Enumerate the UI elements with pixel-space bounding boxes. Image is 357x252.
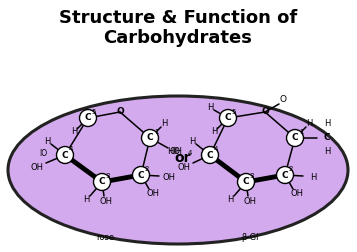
Text: IO: IO [39, 148, 47, 158]
Text: 2: 2 [289, 166, 293, 172]
Text: 5: 5 [232, 109, 236, 115]
Text: 5: 5 [92, 109, 96, 115]
Circle shape [141, 130, 159, 146]
Text: H: H [161, 119, 167, 129]
Text: C: C [225, 113, 231, 122]
Text: 3: 3 [250, 173, 254, 179]
Text: OH: OH [177, 163, 191, 172]
Text: 4: 4 [188, 150, 192, 156]
Text: 4: 4 [214, 146, 218, 152]
Circle shape [237, 173, 255, 191]
Text: OH: OH [170, 147, 182, 156]
Ellipse shape [8, 96, 348, 244]
Circle shape [94, 173, 111, 191]
Text: O: O [261, 108, 269, 116]
Text: C: C [282, 171, 288, 179]
Text: C: C [147, 134, 153, 142]
Text: H: H [227, 196, 233, 205]
Text: H: H [306, 119, 312, 129]
Text: OH: OH [243, 198, 256, 206]
Text: 4: 4 [69, 146, 73, 152]
Text: H: H [207, 104, 213, 112]
Text: OH: OH [146, 188, 160, 198]
Text: H: H [211, 128, 217, 137]
Circle shape [287, 130, 303, 146]
Text: C: C [62, 150, 68, 160]
Text: C: C [138, 171, 144, 179]
Text: C: C [85, 113, 91, 122]
Text: O: O [280, 96, 287, 105]
Text: H: H [83, 196, 89, 205]
Text: C: C [292, 134, 298, 142]
Text: C: C [243, 177, 249, 186]
Text: C: C [324, 134, 330, 142]
Circle shape [277, 167, 293, 183]
Text: OH: OH [100, 198, 112, 206]
Text: OH: OH [162, 173, 176, 181]
Circle shape [220, 110, 236, 127]
Text: rose: rose [96, 234, 114, 242]
Text: H: H [189, 137, 195, 145]
Text: 1: 1 [154, 129, 158, 135]
Text: H: H [44, 137, 50, 145]
Text: H: H [324, 119, 330, 129]
Text: 2: 2 [145, 166, 149, 172]
Text: OH: OH [30, 163, 44, 172]
Text: HO: HO [167, 146, 181, 155]
Text: Structure & Function of: Structure & Function of [59, 9, 297, 27]
Text: β-Gl: β-Gl [241, 234, 259, 242]
Text: H: H [310, 173, 316, 181]
Text: 1: 1 [299, 129, 303, 135]
Circle shape [56, 146, 74, 164]
Text: C: C [99, 177, 105, 186]
Text: 3: 3 [106, 173, 110, 179]
Text: OH: OH [291, 188, 303, 198]
Text: H: H [324, 147, 330, 156]
Circle shape [132, 167, 150, 183]
Text: or: or [175, 151, 191, 165]
Text: C: C [207, 150, 213, 160]
Text: O: O [116, 108, 124, 116]
Text: Carbohydrates: Carbohydrates [104, 29, 252, 47]
Circle shape [80, 110, 96, 127]
Text: H: H [71, 128, 77, 137]
Circle shape [201, 146, 218, 164]
